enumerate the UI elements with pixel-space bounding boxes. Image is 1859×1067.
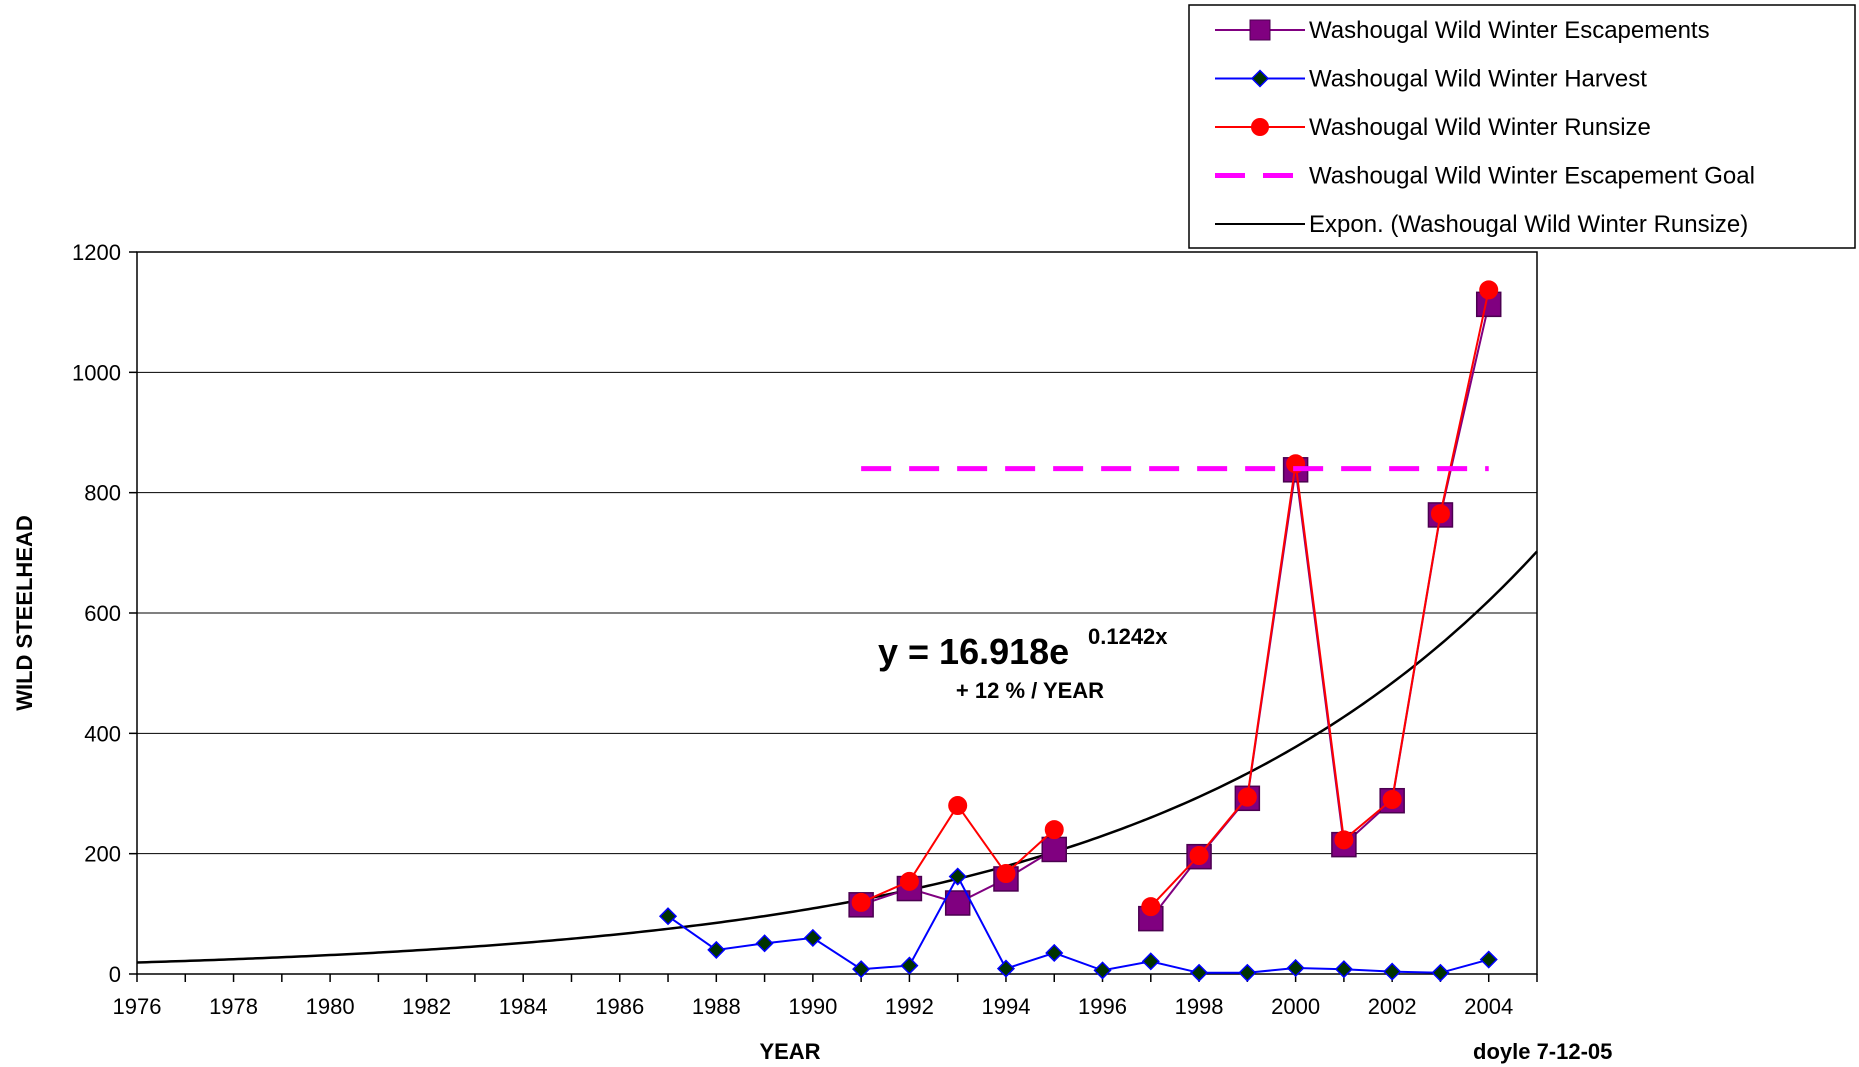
data-point [1479, 950, 1498, 969]
x-tick-label: 1988 [692, 994, 741, 1019]
x-tick-label: 1992 [885, 994, 934, 1019]
data-point [1334, 960, 1353, 979]
data-point [1383, 962, 1402, 981]
legend-marker [1249, 19, 1271, 41]
legend-item: Washougal Wild Winter Escapement Goal [1215, 163, 1755, 190]
data-point [707, 940, 726, 959]
growth-rate-label: + 12 % / YEAR [956, 678, 1104, 703]
data-point [755, 934, 774, 953]
y-tick-label: 1200 [72, 240, 121, 265]
data-point [1141, 952, 1160, 971]
legend-marker [1251, 118, 1269, 136]
data-point [1479, 280, 1499, 300]
legend-label: Washougal Wild Winter Escapements [1309, 17, 1710, 44]
x-tick-label: 1980 [306, 994, 355, 1019]
x-tick-label: 1982 [402, 994, 451, 1019]
data-point [1041, 836, 1067, 863]
y-tick-label: 0 [109, 962, 121, 987]
x-tick-label: 1986 [595, 994, 644, 1019]
data-point [944, 890, 971, 916]
credit-annotation: doyle 7-12-05 [1473, 1039, 1612, 1064]
data-point [1431, 963, 1450, 982]
legend-item: Washougal Wild Winter Escapements [1215, 17, 1710, 44]
x-tick-label: 2004 [1464, 994, 1513, 1019]
legend-label: Washougal Wild Winter Harvest [1309, 66, 1647, 93]
y-axis-title: WILD STEELHEAD [12, 515, 37, 711]
data-point [851, 892, 871, 912]
x-tick-label: 1994 [981, 994, 1030, 1019]
x-tick-label: 2000 [1271, 994, 1320, 1019]
data-point [996, 864, 1016, 884]
data-point [1334, 830, 1354, 850]
data-point [658, 907, 678, 926]
legend-item: Washougal Wild Winter Runsize [1215, 114, 1651, 141]
data-point [948, 867, 967, 886]
legend-label: Expon. (Washougal Wild Winter Runsize) [1309, 211, 1748, 238]
x-tick-label: 1976 [113, 994, 162, 1019]
x-tick-label: 1996 [1078, 994, 1127, 1019]
y-tick-label: 800 [84, 481, 121, 506]
legend-item: Washougal Wild Winter Harvest [1215, 66, 1647, 93]
x-axis-title: YEAR [759, 1039, 820, 1064]
data-point [899, 871, 919, 891]
data-point [1430, 504, 1450, 524]
legend-label: Washougal Wild Winter Escapement Goal [1309, 163, 1755, 190]
data-point [996, 959, 1016, 978]
data-point [852, 960, 871, 979]
legend-label: Washougal Wild Winter Runsize [1309, 114, 1651, 141]
data-point [1141, 897, 1161, 917]
data-point [803, 928, 822, 947]
legend: Washougal Wild Winter Escapements Washoug… [1188, 4, 1856, 249]
x-tick-label: 1978 [209, 994, 258, 1019]
y-tick-label: 600 [84, 601, 121, 626]
trendline [136, 550, 1538, 964]
series-line [860, 304, 1490, 920]
series-washougal-wild-winter-escapements [848, 291, 1502, 932]
y-tick-label: 1000 [72, 360, 121, 385]
series-line [667, 874, 1489, 974]
data-point [900, 956, 919, 975]
series-washougal-wild-winter-harvest [658, 867, 1498, 982]
data-point [1286, 958, 1305, 978]
trend-equation: y = 16.918e 0.1242x + 12 % / YEAR [878, 624, 1168, 703]
data-point [1045, 943, 1064, 963]
gridlines [137, 371, 1537, 855]
series-washougal-wild-winter-runsize [851, 280, 1499, 917]
equation-base: y = 16.918e [878, 631, 1069, 672]
y-tick-label: 400 [84, 721, 121, 746]
data-point [1189, 845, 1209, 865]
x-tick-label: 1984 [499, 994, 548, 1019]
data-point [1093, 961, 1112, 980]
data-point [1190, 963, 1209, 982]
legend-marker [1250, 69, 1270, 88]
data-point [1382, 790, 1402, 810]
data-point [1044, 820, 1064, 840]
data-point [1237, 787, 1257, 807]
legend-item: Expon. (Washougal Wild Winter Runsize) [1215, 211, 1748, 238]
trendline-layer [136, 550, 1538, 964]
series-layer [658, 280, 1502, 982]
data-point [948, 796, 968, 816]
x-axis-ticks: 1976 1978 1980 1982 1984 1986 1988 1990 1992 1994… [113, 974, 1538, 1019]
equation-exponent: 0.1242x [1088, 624, 1168, 649]
y-tick-label: 200 [84, 842, 121, 867]
data-point [1238, 963, 1257, 982]
x-tick-label: 1998 [1175, 994, 1224, 1019]
y-axis-ticks: 0 200 400 600 800 1000 1200 [72, 240, 137, 987]
x-tick-label: 2002 [1368, 994, 1417, 1019]
x-tick-label: 1990 [788, 994, 837, 1019]
